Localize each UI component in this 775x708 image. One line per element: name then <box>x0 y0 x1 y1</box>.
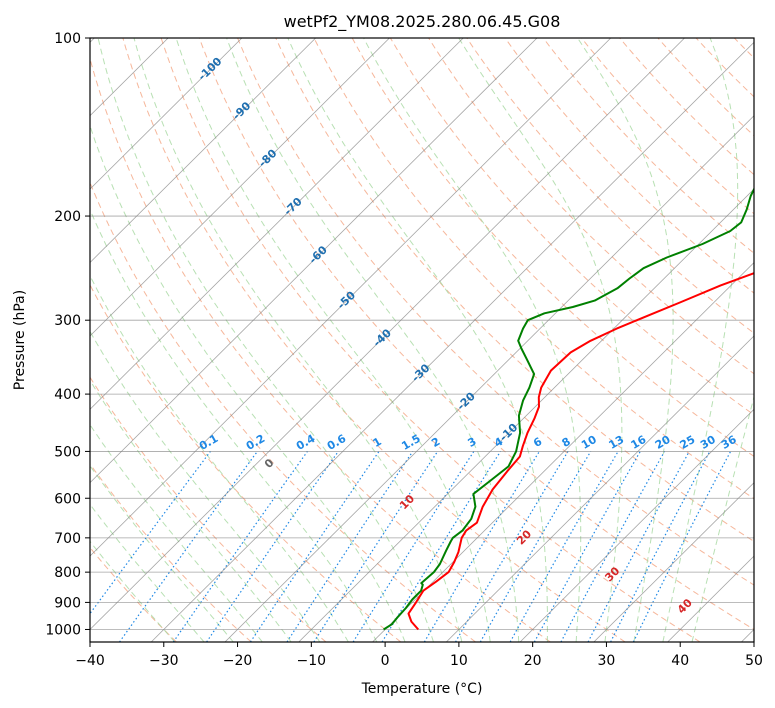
dry-adiabat <box>504 38 754 294</box>
x-tick-label: −30 <box>149 653 179 669</box>
x-tick-label: 30 <box>598 653 616 669</box>
chart-title: wetPf2_YM08.2025.280.06.45.G08 <box>284 12 561 32</box>
x-tick-label: −10 <box>297 653 327 669</box>
x-tick-label: 10 <box>450 653 468 669</box>
y-tick-label: 100 <box>54 31 81 47</box>
isotherm-line <box>90 38 243 190</box>
moist-adiabat <box>90 379 292 642</box>
dry-adiabat <box>389 38 754 416</box>
temperature-line <box>407 272 754 631</box>
mixing-ratio-line <box>206 451 339 642</box>
moist-adiabat <box>90 503 205 642</box>
moist-adiabat <box>226 38 520 642</box>
y-tick-label: 800 <box>54 565 81 581</box>
x-tick-label: 0 <box>381 653 390 669</box>
isotherm-line <box>519 408 754 642</box>
mixing-ratio-line <box>249 451 380 642</box>
dry-adiabat <box>90 56 551 642</box>
isotherm-line <box>446 335 754 642</box>
isotherm-line <box>90 38 538 484</box>
moist-adiabat <box>90 464 234 642</box>
isotherm-line <box>90 38 316 264</box>
dry-adiabat <box>619 38 754 176</box>
moist-adiabat <box>90 208 378 642</box>
y-tick-label: 200 <box>54 209 81 225</box>
isotherm-line <box>372 261 754 642</box>
x-tick-label: −20 <box>223 653 253 669</box>
isotherm-line <box>593 482 754 642</box>
dry-adiabat <box>90 283 402 642</box>
moist-adiabat <box>90 423 263 642</box>
moist-adiabat <box>577 38 674 642</box>
moist-adiabat <box>662 38 739 642</box>
x-axis-label: Temperature (°C) <box>361 681 483 697</box>
mixing-ratio-line <box>560 451 666 642</box>
x-tick-label: 40 <box>671 653 689 669</box>
sounding-profiles <box>383 186 754 631</box>
moist-adiabat <box>175 38 491 642</box>
dry-adiabat <box>198 38 754 630</box>
dewpoint-line <box>383 186 754 631</box>
isotherm-line <box>90 38 464 410</box>
y-tick-label: 500 <box>54 444 81 460</box>
moist-adiabat <box>287 38 548 642</box>
moist-adiabat <box>363 38 582 642</box>
mixing-ratio-line <box>313 451 439 642</box>
x-tick-label: 20 <box>524 653 542 669</box>
isotherm-line <box>298 188 754 642</box>
moist-adiabat <box>90 124 406 642</box>
isotherm-line <box>150 41 754 642</box>
background-lines <box>90 38 754 642</box>
y-tick-label: 700 <box>54 531 81 547</box>
isotherm-line <box>90 38 685 631</box>
dry-adiabat <box>160 38 701 642</box>
y-tick-label: 900 <box>54 595 81 611</box>
moist-adiabat <box>133 38 463 642</box>
isotherm-line <box>224 115 754 642</box>
isotherm-line <box>90 38 612 557</box>
plot-frame <box>89 37 755 643</box>
dry-adiabat <box>466 38 754 334</box>
mixing-ratio-line <box>632 451 732 642</box>
x-tick-label: −40 <box>75 653 105 669</box>
y-tick-label: 400 <box>54 387 81 403</box>
dry-adiabat <box>90 463 252 642</box>
x-tick-label: 50 <box>745 653 763 669</box>
mixing-ratio-line <box>90 451 211 615</box>
y-tick-label: 300 <box>54 313 81 329</box>
y-axis-ticks: 100 200 300 400 500 600 700 800 900 1000 <box>45 31 90 638</box>
mixing-ratio-line <box>509 451 619 642</box>
mixing-ratio-line <box>172 451 308 642</box>
dry-adiabat <box>581 38 754 215</box>
mixing-ratio-line <box>119 451 258 642</box>
y-tick-label: 600 <box>54 491 81 507</box>
moist-adiabat <box>90 330 321 642</box>
isotherm-line <box>90 38 390 337</box>
mixing-ratio-line <box>286 451 414 642</box>
dry-adiabat <box>313 38 754 500</box>
moist-adiabat <box>90 540 176 642</box>
x-axis-ticks: −40 −30 −20 −10 0 10 20 30 40 50 <box>75 642 763 669</box>
y-tick-label: 1000 <box>45 622 81 638</box>
moist-adiabat <box>691 395 754 642</box>
dry-adiabat <box>237 38 754 586</box>
y-axis-label: Pressure (hPa) <box>12 290 28 390</box>
dry-adiabat <box>122 38 626 642</box>
mixing-ratio-line <box>533 451 641 642</box>
